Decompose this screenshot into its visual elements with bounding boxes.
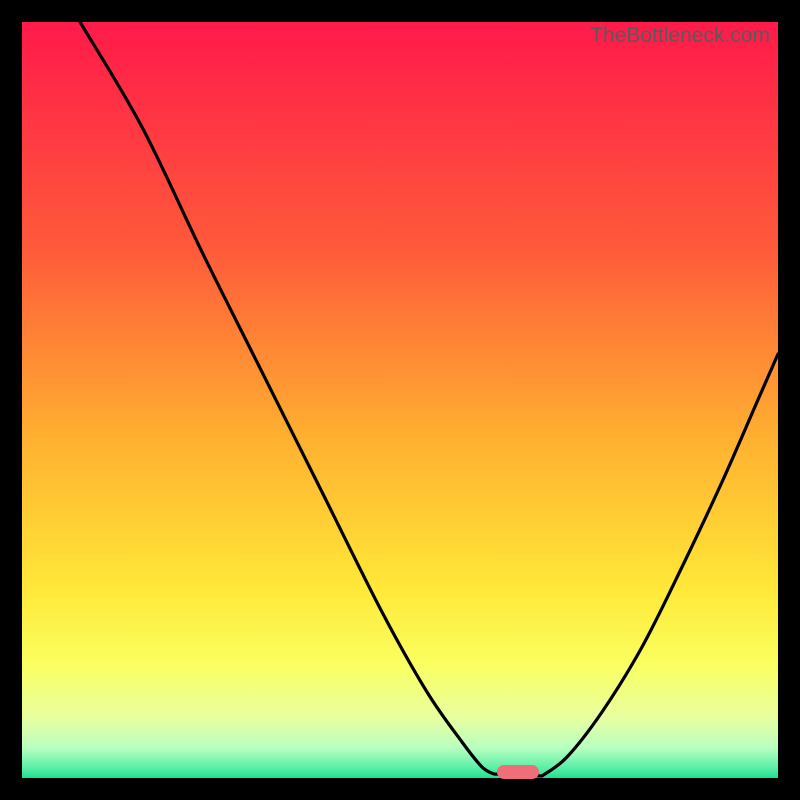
plot-area: TheBottleneck.com (22, 22, 778, 778)
curve-path (80, 22, 778, 776)
optimum-marker (497, 765, 539, 779)
chart-frame: TheBottleneck.com (0, 0, 800, 800)
watermark-text: TheBottleneck.com (590, 24, 770, 48)
bottleneck-curve (22, 22, 778, 778)
